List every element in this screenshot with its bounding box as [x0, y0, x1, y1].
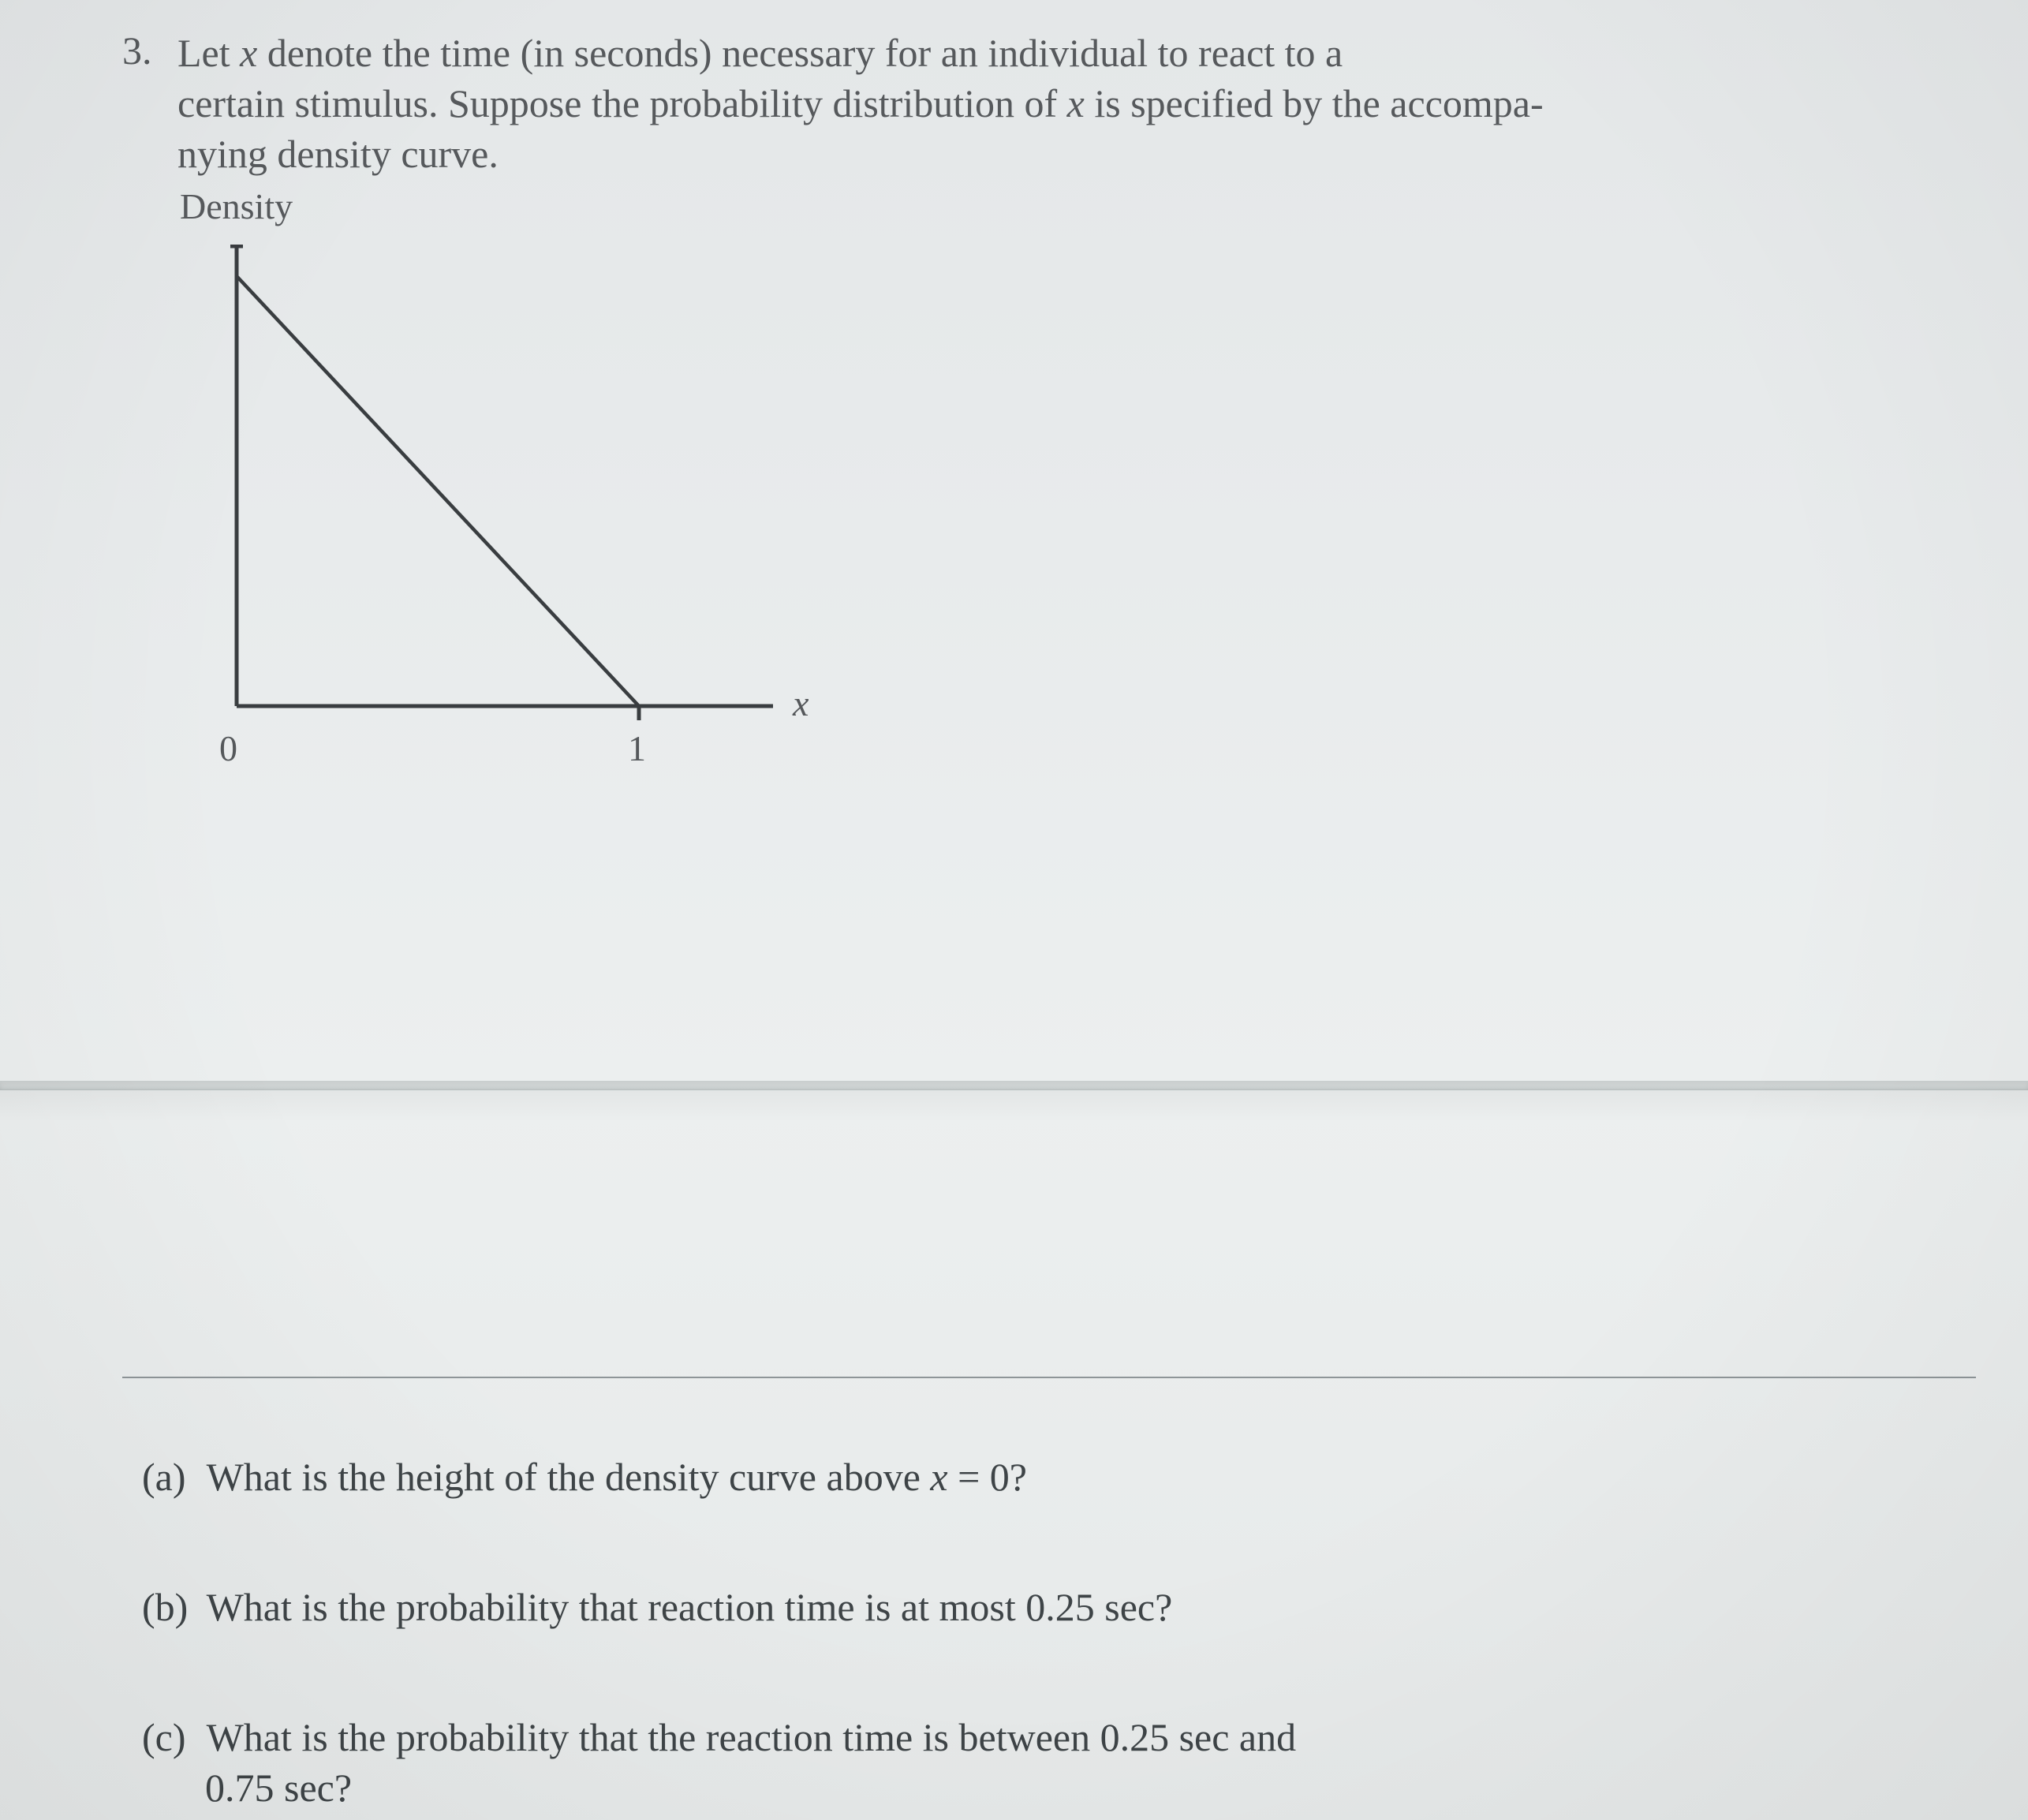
- tick-label-0: 0: [219, 727, 237, 769]
- text-segment: What is the height of the density curve …: [207, 1455, 931, 1499]
- variable-x: x: [240, 31, 257, 75]
- x-axis-variable: x: [793, 682, 809, 724]
- subpart-a: (a) What is the height of the density cu…: [205, 1452, 1862, 1502]
- text-segment: denote the time (in seconds) necessary f…: [257, 31, 1343, 75]
- variable-x: x: [930, 1455, 947, 1499]
- density-graph: x 0 1: [205, 245, 915, 797]
- problem-statement: Let x denote the time (in seconds) neces…: [177, 28, 1873, 179]
- subpart-c: (c) What is the probability that the rea…: [205, 1712, 1862, 1813]
- text-segment: nying density curve.: [177, 132, 499, 176]
- text-segment: = 0?: [948, 1455, 1027, 1499]
- variable-x: x: [1067, 81, 1085, 125]
- horizontal-rule: [122, 1377, 1976, 1378]
- density-svg: [205, 245, 915, 749]
- page-divider-band: [0, 1081, 2028, 1090]
- text-segment: certain stimulus. Suppose the probabilit…: [177, 81, 1067, 125]
- text-segment: Let: [177, 31, 240, 75]
- tick-label-1: 1: [628, 727, 646, 769]
- text-segment: 0.75 sec?: [205, 1766, 352, 1810]
- text-segment: What is the probability that reaction ti…: [207, 1585, 1173, 1629]
- subpart-b: (b) What is the probability that reactio…: [205, 1582, 1862, 1632]
- text-segment: What is the probability that the reactio…: [207, 1715, 1297, 1759]
- y-axis-label: Density: [180, 185, 293, 227]
- subpart-label: (c): [142, 1712, 197, 1762]
- page: 3. Let x denote the time (in seconds) ne…: [0, 0, 2028, 1820]
- subpart-label: (b): [142, 1582, 197, 1632]
- text-segment: is specified by the accompa-: [1085, 81, 1544, 125]
- problem-number: 3.: [122, 28, 152, 73]
- divider-shadow: [0, 1090, 2028, 1122]
- subpart-label: (a): [142, 1452, 197, 1502]
